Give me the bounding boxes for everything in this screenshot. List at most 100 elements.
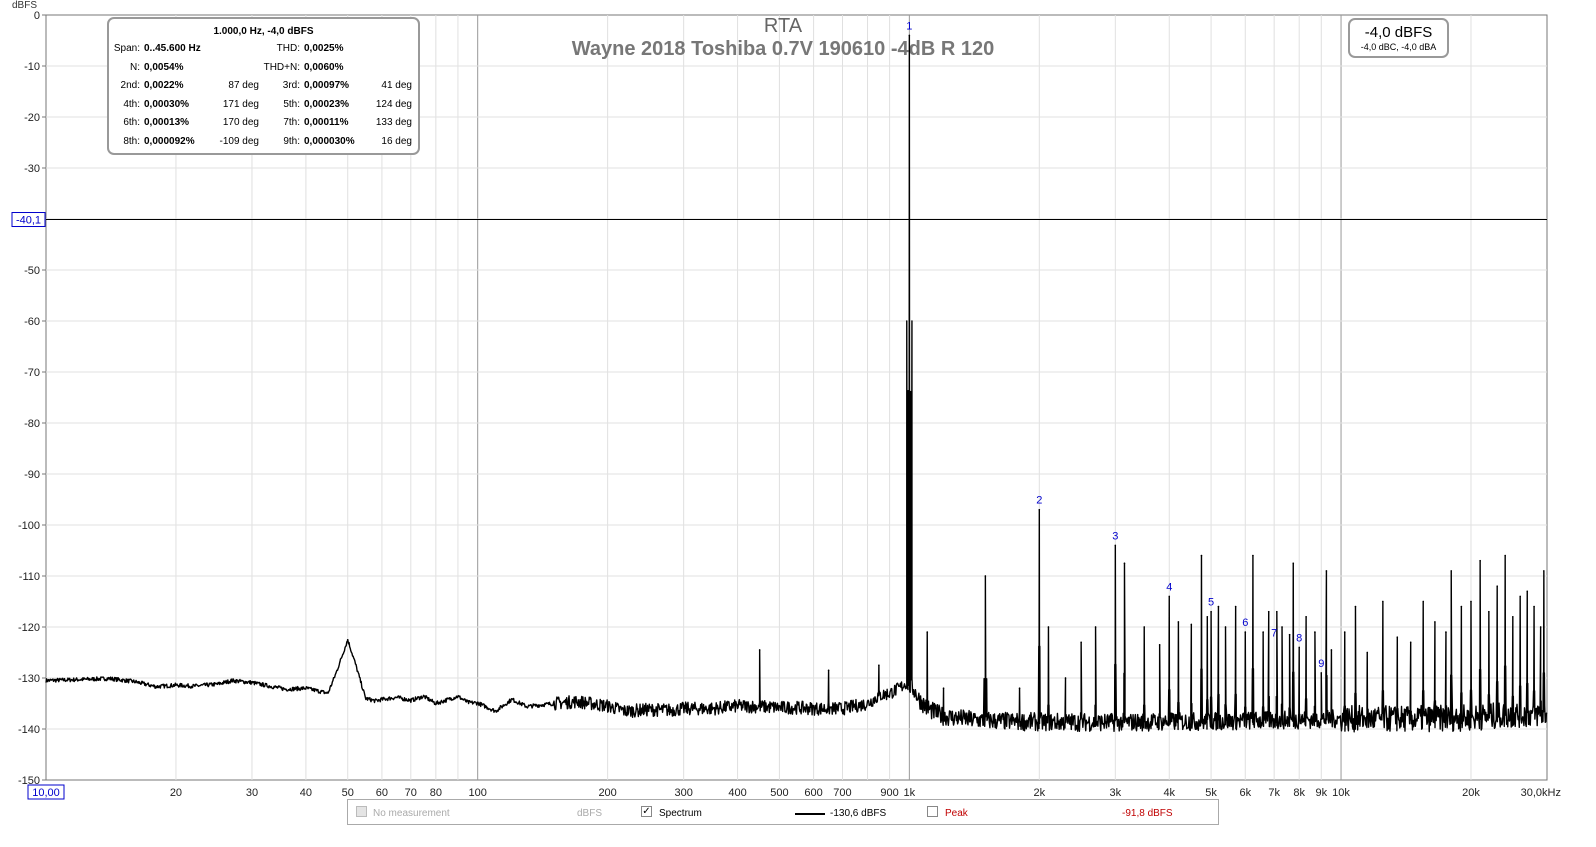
x-tick-label: 2k xyxy=(1033,787,1045,799)
x-tick-label: 20k xyxy=(1462,787,1480,799)
metric-value: 0,00013% xyxy=(144,117,190,129)
spectrum-value: -130,6 dBFS xyxy=(830,808,887,819)
spectrum-peak-point xyxy=(1177,621,1180,623)
spectrum-peak-point xyxy=(1488,610,1490,613)
spectrum-peak-point xyxy=(1325,570,1328,572)
x-tick-label: 50 xyxy=(342,787,354,799)
metric-value: 0..45.600 Hz xyxy=(144,43,201,54)
harmonic-marker-label: 4 xyxy=(1166,581,1172,593)
spectrum-peak-point xyxy=(1450,570,1453,572)
spectrum-peak-point xyxy=(926,631,929,633)
x-tick-label: 30,0kHz xyxy=(1521,787,1561,799)
cursor: -40,1 10,00 xyxy=(11,212,1547,800)
phase-value: 171 deg xyxy=(222,98,259,110)
spectrum-peak-point xyxy=(1460,605,1463,608)
y-tick-label: -150 xyxy=(18,775,40,787)
x-tick-label: 20 xyxy=(170,787,182,799)
spectrum-peak-point xyxy=(1512,616,1514,618)
check-mark-icon: ✓ xyxy=(642,806,651,817)
spectrum-peak-point xyxy=(1519,595,1521,598)
info-row: 2nd: 0,0022% 87 deg 3rd: 0,00097% 41 deg xyxy=(109,80,418,99)
metric-label: THD+N: xyxy=(263,61,300,73)
spectrum-peak-point xyxy=(1210,610,1212,613)
metric-label: N: xyxy=(130,61,140,73)
phase-value: 87 deg xyxy=(228,80,259,92)
x-tick-label: 7k xyxy=(1268,787,1280,799)
metric-value: 0,00023% xyxy=(304,98,350,110)
phase-value: -109 deg xyxy=(219,135,259,147)
no-measurement-label: No measurement xyxy=(373,808,450,819)
metric-label: 6th: xyxy=(123,117,140,129)
harmonic-markers: 1 2 3 4 5 6 7 8 9 xyxy=(906,20,1324,670)
spectrum-peak-point xyxy=(1354,605,1357,608)
spectrum-peak-point xyxy=(1200,554,1203,557)
metric-value: 0,0022% xyxy=(144,80,184,92)
y-tick-label: -30 xyxy=(24,163,40,175)
y-tick-label: -70 xyxy=(24,367,40,379)
x-tick-label: 5k xyxy=(1205,787,1217,799)
metric-value: 0,000030% xyxy=(304,135,355,147)
x-tick-label: 3k xyxy=(1110,787,1122,799)
cursor-x-readout: 10,00 xyxy=(32,787,60,799)
x-tick-label: 100 xyxy=(468,787,486,799)
y-tick-label: -110 xyxy=(19,571,40,583)
x-tick-label: 8k xyxy=(1293,787,1305,799)
phase-value: 133 deg xyxy=(375,117,412,129)
phase-value: 124 deg xyxy=(375,98,412,110)
axes: 0 -10 -20 -30 -50 -60 -70 -80 -90 -100 -110 -120 -13… xyxy=(18,10,1561,799)
spectrum-peak-point xyxy=(1533,605,1535,608)
spectrum-peak-point xyxy=(1276,610,1278,613)
x-tick-label: 9k xyxy=(1315,787,1327,799)
spectrum-peak-point xyxy=(1252,554,1254,557)
info-row: N: 0,0054% THD+N: 0,0060% xyxy=(109,62,418,81)
x-tick-label: 4k xyxy=(1163,787,1175,799)
spectrum-peak-point xyxy=(1396,636,1399,638)
level-readout[interactable]: -4,0 dBFS -4,0 dBC, -4,0 dBA xyxy=(1348,18,1449,58)
x-tick-label: 10k xyxy=(1332,787,1350,799)
spectrum-peak-point xyxy=(1094,626,1097,628)
x-tick-label: 200 xyxy=(598,787,616,799)
distortion-info-panel[interactable]: 1.000,0 Hz, -4,0 dBFS Span: 0..45.600 Hz T… xyxy=(107,17,420,155)
cursor-y-readout-box xyxy=(11,212,46,228)
spectrum-peak-point xyxy=(878,664,880,667)
y-axis-label: dBFS xyxy=(12,0,37,11)
spectrum-peak-point xyxy=(1496,585,1498,587)
y-tick-label: -130 xyxy=(18,673,40,685)
spectrum-peak-point xyxy=(1206,616,1209,618)
y-tick-label: -20 xyxy=(24,112,40,124)
y-tick-label: -60 xyxy=(24,316,40,328)
peak-checkbox[interactable] xyxy=(927,806,938,817)
spectrum-peak-point xyxy=(1539,626,1542,628)
spectrum-peak-point xyxy=(1158,644,1161,646)
spectrum-checkbox[interactable]: ✓ xyxy=(641,806,652,817)
x-tick-label: 30 xyxy=(246,787,258,799)
y-tick-label: 0 xyxy=(34,10,40,22)
spectrum-line-swatch xyxy=(795,813,825,815)
metric-label: THD: xyxy=(276,43,300,54)
spectrum-peak-point xyxy=(1330,649,1333,651)
info-row: Span: 0..45.600 Hz THD: 0,0025% xyxy=(109,43,418,62)
x-tick-label: 900 xyxy=(880,787,898,799)
spectrum-peak-point xyxy=(1143,626,1146,628)
harmonic-marker-label: 9 xyxy=(1318,658,1324,670)
phase-value: 16 deg xyxy=(381,135,412,147)
metric-value: 0,00030% xyxy=(144,98,190,110)
metric-label: 2nd: xyxy=(120,80,140,92)
peak-label: Peak xyxy=(945,808,968,819)
metric-value: 0,00097% xyxy=(304,80,350,92)
metric-label: 9th: xyxy=(283,135,300,147)
spectrum-peak-point xyxy=(1047,626,1050,628)
chart-title: RTA xyxy=(764,15,803,37)
y-tick-label: -120 xyxy=(18,622,40,634)
metric-label: 5th: xyxy=(283,98,300,110)
spectrum-line xyxy=(45,34,1548,733)
metric-value: 0,0060% xyxy=(304,61,344,73)
spectrum-peak-point xyxy=(1064,677,1067,679)
spectrum-peak-point xyxy=(1281,626,1283,628)
spectrum-peak-point xyxy=(1298,646,1301,649)
spectrum-peak-point xyxy=(1343,631,1346,633)
spectrum-peak-point xyxy=(1292,562,1295,565)
level-sub-values: -4,0 dBC, -4,0 dBA xyxy=(1360,42,1437,52)
no-measurement-checkbox[interactable] xyxy=(356,806,367,817)
x-tick-label: 300 xyxy=(674,787,692,799)
